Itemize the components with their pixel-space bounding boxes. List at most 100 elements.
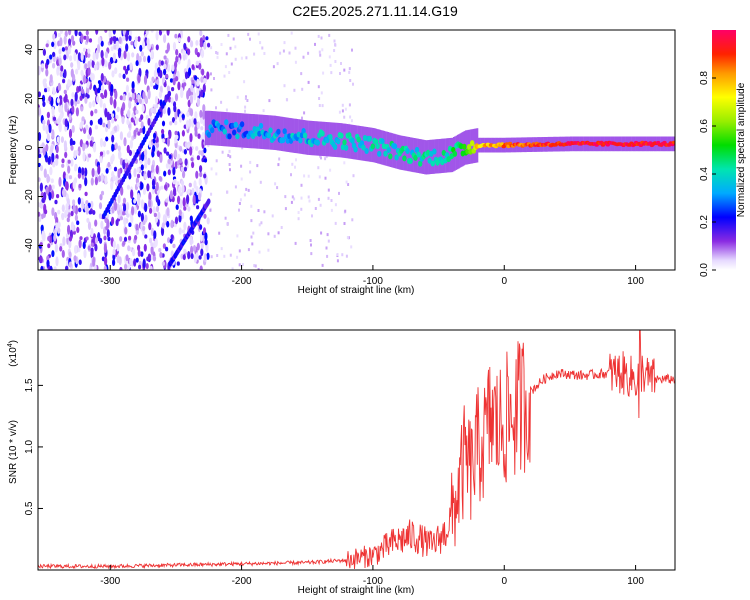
noise-mark: [174, 216, 179, 225]
noise-mark: [174, 93, 179, 102]
noise-mark: [151, 76, 155, 82]
noise-mark: [130, 189, 134, 199]
noise-mark: [150, 49, 154, 59]
noise-mark: [101, 57, 105, 67]
noise-mark: [72, 140, 76, 145]
noise-mark: [347, 183, 350, 186]
noise-mark: [151, 164, 155, 173]
noise-mark: [343, 222, 346, 225]
ridge-halo: [437, 139, 439, 174]
noise-mark: [155, 30, 159, 41]
noise-mark: [180, 180, 185, 186]
noise-mark: [258, 223, 261, 227]
noise-mark: [90, 200, 94, 209]
noise-mark: [122, 102, 126, 111]
noise-mark: [57, 209, 61, 215]
noise-mark: [349, 115, 352, 119]
noise-mark: [82, 151, 86, 162]
noise-mark: [256, 164, 259, 168]
noise-mark: [253, 264, 256, 268]
noise-mark: [350, 119, 353, 123]
noise-mark: [209, 208, 212, 212]
ridge-halo: [441, 138, 443, 173]
noise-mark: [190, 84, 194, 92]
noise-mark: [351, 48, 353, 52]
noise-mark: [260, 268, 263, 270]
noise-mark: [161, 120, 166, 127]
noise-mark: [59, 112, 63, 120]
noise-mark: [131, 81, 135, 90]
noise-mark: [44, 209, 48, 215]
noise-mark: [58, 176, 62, 187]
noise-mark: [45, 68, 49, 77]
noise-mark: [38, 177, 41, 182]
ridge-halo: [225, 112, 228, 147]
noise-mark: [128, 172, 132, 180]
noise-mark: [42, 147, 46, 156]
noise-mark: [202, 83, 206, 93]
noise-mark: [192, 194, 196, 205]
snr-ylabel: SNR (10 * v/v): [8, 420, 19, 484]
noise-mark: [152, 206, 156, 215]
noise-mark: [122, 35, 126, 41]
noise-mark: [190, 40, 194, 48]
noise-mark: [203, 253, 207, 263]
noise-mark: [236, 234, 239, 238]
noise-mark: [177, 81, 181, 91]
ridge-halo: [206, 110, 208, 146]
noise-mark: [147, 89, 151, 100]
noise-mark: [70, 68, 74, 78]
y-tick-label: 0.5: [24, 501, 35, 515]
x-tick-label: -200: [232, 576, 252, 587]
noise-mark: [257, 268, 260, 270]
noise-mark: [229, 168, 231, 172]
noise-mark: [191, 187, 195, 195]
noise-mark: [100, 220, 104, 230]
noise-mark: [294, 60, 297, 64]
noise-mark: [103, 75, 107, 83]
ridge-mark: [266, 132, 272, 139]
noise-mark: [201, 68, 205, 76]
noise-mark: [157, 211, 161, 220]
noise-mark: [122, 93, 126, 102]
noise-mark: [137, 244, 141, 252]
noise-mark: [127, 263, 131, 270]
noise-mark: [284, 207, 287, 211]
noise-mark: [293, 88, 296, 92]
noise-mark: [100, 84, 104, 92]
noise-mark: [250, 219, 253, 223]
noise-mark: [172, 41, 177, 51]
noise-mark: [111, 153, 115, 162]
noise-mark: [86, 82, 90, 89]
noise-mark: [183, 42, 187, 50]
noise-mark: [210, 255, 213, 259]
noise-mark: [297, 217, 300, 221]
noise-mark: [136, 173, 141, 179]
noise-mark: [116, 106, 120, 113]
noise-mark: [52, 51, 56, 58]
noise-mark: [128, 100, 132, 109]
noise-mark: [181, 184, 185, 194]
noise-mark: [163, 55, 167, 60]
ridge-mark: [224, 119, 229, 126]
noise-mark: [122, 73, 126, 80]
noise-mark: [196, 121, 201, 130]
noise-mark: [40, 224, 44, 232]
noise-mark: [151, 151, 155, 158]
noise-mark: [97, 164, 101, 175]
noise-mark: [244, 96, 247, 100]
noise-mark: [42, 231, 46, 242]
ridge-halo: [355, 125, 358, 160]
noise-mark: [229, 46, 232, 50]
noise-mark: [169, 190, 173, 200]
noise-mark: [152, 144, 156, 153]
noise-mark: [140, 114, 144, 120]
noise-mark: [129, 258, 133, 266]
noise-mark: [87, 134, 91, 140]
noise-mark: [105, 136, 109, 142]
noise-mark: [116, 243, 120, 252]
noise-mark: [81, 167, 85, 176]
noise-mark: [177, 195, 181, 205]
noise-mark: [128, 235, 132, 241]
ridge-mark: [416, 151, 421, 158]
